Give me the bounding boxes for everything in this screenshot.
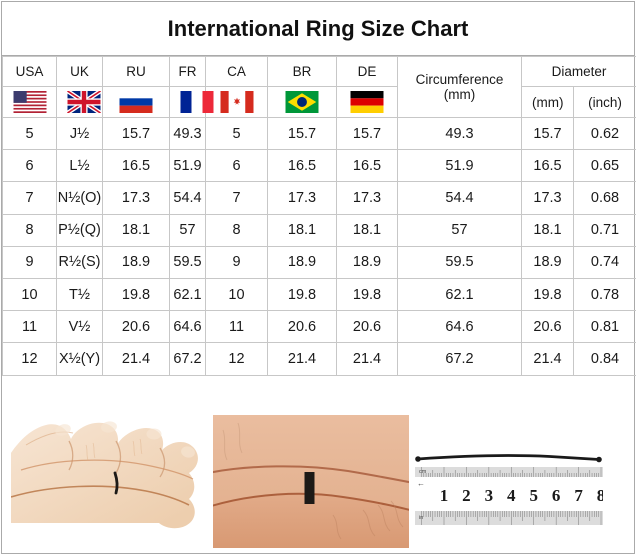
svg-text:cm: cm <box>419 469 427 475</box>
svg-text:8: 8 <box>597 486 603 505</box>
svg-text:7: 7 <box>574 486 583 505</box>
svg-text:6: 6 <box>552 486 561 505</box>
svg-text:5: 5 <box>529 486 538 505</box>
svg-text:4: 4 <box>507 486 516 505</box>
svg-text:1: 1 <box>440 486 449 505</box>
svg-text:2: 2 <box>462 486 471 505</box>
svg-text:3: 3 <box>485 486 494 505</box>
svg-text:in: in <box>419 515 423 521</box>
svg-text:←: ← <box>417 479 425 488</box>
